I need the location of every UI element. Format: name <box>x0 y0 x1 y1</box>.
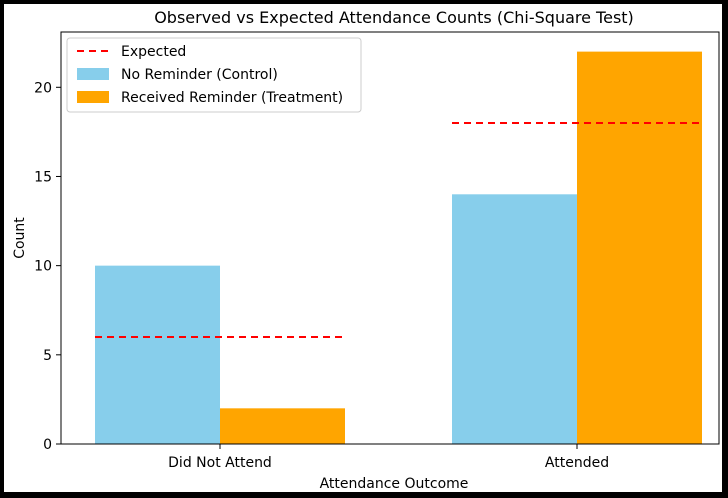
y-tick-label-1: 5 <box>43 348 52 364</box>
x-tick-label-0: Did Not Attend <box>168 455 272 471</box>
legend-swatch-1 <box>77 68 109 80</box>
x-tick-label-1: Attended <box>545 455 609 471</box>
legend: Expected No Reminder (Control) Received Re… <box>66 37 362 113</box>
bar-0-0 <box>95 265 220 444</box>
bar-1-0 <box>452 194 577 444</box>
legend-label-1: No Reminder (Control) <box>121 67 278 83</box>
legend-box <box>66 37 362 113</box>
y-axis-label: Count <box>12 217 28 259</box>
chart-title: Observed vs Expected Attendance Counts (… <box>154 8 634 27</box>
bar-1-1 <box>577 51 702 444</box>
bar-0-1 <box>220 408 345 444</box>
plot-area: Did Not Attend Attended 0 5 10 15 20 <box>34 51 702 471</box>
y-tick-label-0: 0 <box>43 437 52 453</box>
legend-label-0: Expected <box>121 44 186 60</box>
x-axis-label: Attendance Outcome <box>320 476 469 492</box>
y-tick-label-2: 10 <box>34 259 52 275</box>
chart-frame: Observed vs Expected Attendance Counts (… <box>4 4 722 492</box>
bar-chart: Observed vs Expected Attendance Counts (… <box>12 8 720 492</box>
y-tick-label-4: 20 <box>34 80 52 96</box>
plot-border <box>60 31 720 445</box>
legend-label-2: Received Reminder (Treatment) <box>121 90 343 106</box>
legend-swatch-2 <box>77 91 109 103</box>
y-tick-label-3: 15 <box>34 169 52 185</box>
